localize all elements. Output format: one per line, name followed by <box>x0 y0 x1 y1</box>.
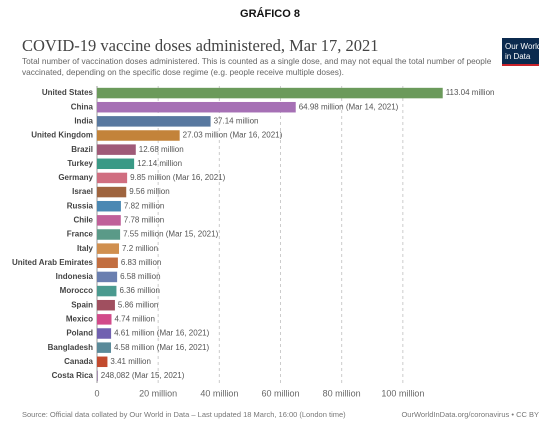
category-label: Spain <box>71 300 93 309</box>
category-label: Italy <box>77 244 94 253</box>
bar <box>97 356 108 368</box>
value-label: 6.36 million <box>119 286 159 295</box>
value-label: 64.98 million (Mar 14, 2021) <box>299 102 399 111</box>
chart-subtitle: vaccinated, depending on the specific do… <box>22 67 344 77</box>
logo-text: Our World <box>505 42 539 51</box>
category-label: Israel <box>72 187 93 196</box>
bar <box>97 314 112 325</box>
bar <box>97 158 135 170</box>
category-label: Morocco <box>60 286 93 295</box>
bar <box>97 243 120 254</box>
x-tick-label: 100 million <box>381 388 424 398</box>
value-label: 37.14 million <box>214 116 259 125</box>
category-label: Turkey <box>67 159 93 168</box>
source-note: Source: Official data collated by Our Wo… <box>22 410 346 419</box>
category-label: Indonesia <box>56 272 94 281</box>
category-label: France <box>67 230 94 239</box>
category-label: United Kingdom <box>31 131 93 140</box>
logo-stripe <box>502 64 539 66</box>
chart-title: COVID-19 vaccine doses administered, Mar… <box>22 36 379 55</box>
category-label: Germany <box>58 173 93 182</box>
value-label: 9.85 million (Mar 16, 2021) <box>130 173 225 182</box>
bar <box>97 172 128 184</box>
x-tick-label: 80 million <box>323 388 361 398</box>
value-label: 3.41 million <box>110 357 150 366</box>
page-header: GRÁFICO 8 <box>240 7 300 20</box>
chart-subtitle: Total number of vaccination doses admini… <box>22 56 492 66</box>
x-tick-label: 0 <box>94 388 99 398</box>
value-label: 4.74 million <box>114 314 154 323</box>
value-label: 27.03 million (Mar 16, 2021) <box>183 131 283 140</box>
url-note: OurWorldInData.org/coronavirus • CC BY <box>401 410 539 419</box>
value-label: 6.83 million <box>121 258 161 267</box>
x-tick-label: 60 million <box>261 388 299 398</box>
bar <box>97 299 115 311</box>
bar <box>97 116 211 127</box>
bar <box>97 342 112 353</box>
x-tick-label: 20 million <box>139 388 177 398</box>
value-label: 6.58 million <box>120 272 160 281</box>
bar <box>97 215 121 226</box>
category-label: United Arab Emirates <box>12 258 94 267</box>
x-tick-label: 40 million <box>200 388 238 398</box>
bar <box>97 257 118 269</box>
category-label: Brazil <box>71 145 93 154</box>
category-label: Costa Rica <box>52 371 94 380</box>
bar <box>97 200 121 212</box>
bar <box>97 271 118 283</box>
bar <box>97 370 98 382</box>
category-label: United States <box>42 88 94 97</box>
value-label: 5.86 million <box>118 300 158 309</box>
value-label: 7.2 million <box>122 244 158 253</box>
category-label: Bangladesh <box>48 343 93 352</box>
category-label: Russia <box>67 201 94 210</box>
bar <box>97 101 296 113</box>
value-label: 9.56 million <box>129 187 169 196</box>
category-label: Mexico <box>66 314 93 323</box>
logo-box <box>502 38 539 66</box>
value-label: 248,082 (Mar 15, 2021) <box>101 371 185 380</box>
bar <box>97 328 112 339</box>
bar <box>97 87 443 99</box>
category-label: India <box>74 116 93 125</box>
value-label: 12.14 million <box>137 159 182 168</box>
value-label: 113.04 million <box>446 88 495 97</box>
category-label: Chile <box>73 215 93 224</box>
bar <box>97 144 136 155</box>
value-label: 7.82 million <box>124 201 164 210</box>
bar <box>97 130 180 141</box>
value-label: 7.55 million (Mar 15, 2021) <box>123 230 218 239</box>
bar <box>97 186 127 198</box>
category-label: Poland <box>66 329 93 338</box>
category-label: China <box>71 102 94 111</box>
logo-text: in Data <box>505 52 531 61</box>
value-label: 7.78 million <box>124 215 164 224</box>
value-label: 4.61 million (Mar 16, 2021) <box>114 329 209 338</box>
category-label: Canada <box>64 357 93 366</box>
value-label: 4.58 million (Mar 16, 2021) <box>114 343 209 352</box>
bar <box>97 229 121 240</box>
value-label: 12.68 million <box>139 145 184 154</box>
bar <box>97 285 117 297</box>
